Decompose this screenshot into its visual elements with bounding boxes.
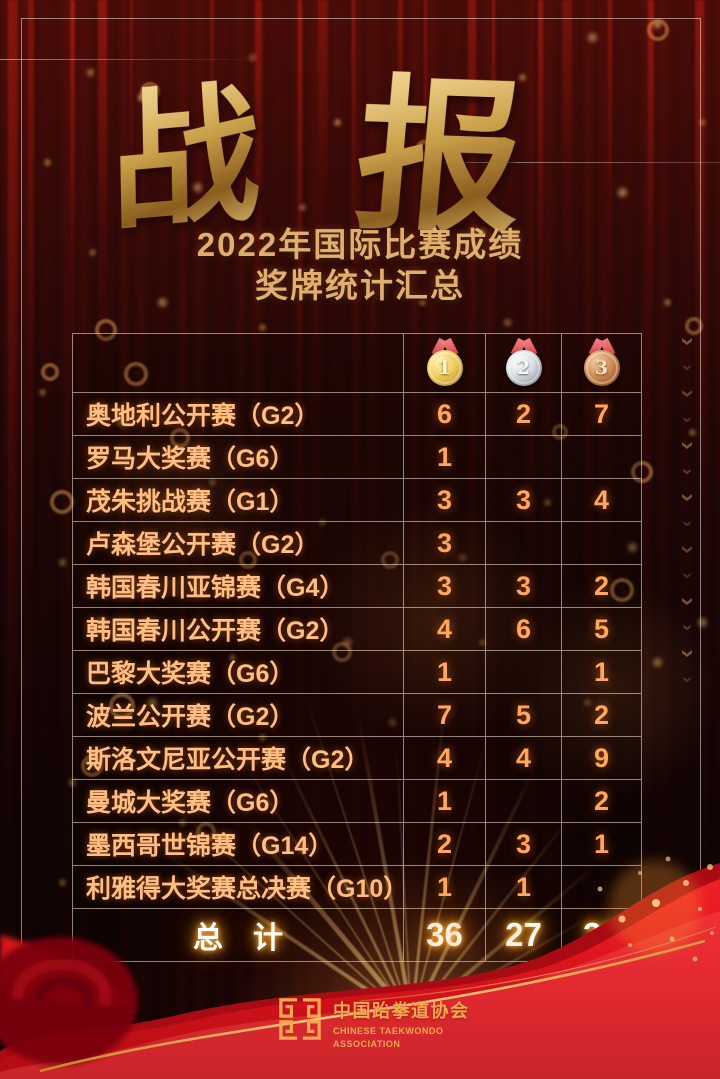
silver-count	[486, 522, 562, 565]
event-name: 曼城大奖赛（G6）	[73, 780, 404, 823]
gold-medal-icon: 1	[425, 337, 465, 388]
event-name: 茂朱挑战赛（G1）	[73, 479, 404, 522]
bronze-count: 9	[562, 737, 642, 780]
medal-rank: 3	[585, 352, 618, 384]
light-glint	[410, 162, 720, 163]
silver-medal-icon: 2	[504, 337, 544, 388]
medal-rank: 2	[507, 352, 540, 384]
gold-count: 6	[404, 393, 486, 436]
red-silk-ribbon	[0, 856, 720, 1079]
silver-count: 4	[486, 737, 562, 780]
sparkle-chevron-column	[682, 338, 692, 702]
gold-count: 3	[404, 479, 486, 522]
event-name: 韩国春川亚锦赛（G4）	[73, 565, 404, 608]
silver-count	[486, 436, 562, 479]
silver-count	[486, 780, 562, 823]
silver-count: 3	[486, 565, 562, 608]
bronze-count: 4	[562, 479, 642, 522]
bronze-count: 1	[562, 651, 642, 694]
event-name: 韩国春川公开赛（G2）	[73, 608, 404, 651]
light-glint	[0, 59, 260, 60]
event-name: 斯洛文尼亚公开赛（G2）	[73, 737, 404, 780]
poster-subtitle: 2022年国际比赛成绩 奖牌统计汇总	[0, 224, 720, 306]
gold-count: 4	[404, 737, 486, 780]
header-gold-cell: 1	[404, 334, 486, 393]
gold-count: 7	[404, 694, 486, 737]
event-name: 波兰公开赛（G2）	[73, 694, 404, 737]
logo-text-block: 中国跆拳道协会 CHINESE TAEKWONDO ASSOCIATION	[333, 997, 470, 1049]
event-name: 奥地利公开赛（G2）	[73, 393, 404, 436]
org-name-en-line2: ASSOCIATION	[333, 1039, 401, 1049]
thin-frame-border	[21, 18, 701, 1079]
gold-count: 1	[404, 780, 486, 823]
medal-rank: 1	[428, 352, 461, 384]
header-bronze-cell: 3	[562, 334, 642, 393]
header-name-cell	[73, 334, 404, 393]
bronze-count	[562, 522, 642, 565]
association-logo: 中国跆拳道协会 CHINESE TAEKWONDO ASSOCIATION	[278, 997, 470, 1049]
silver-count: 3	[486, 479, 562, 522]
org-name-cn: 中国跆拳道协会	[333, 1001, 470, 1021]
bronze-count: 7	[562, 393, 642, 436]
silver-count	[486, 651, 562, 694]
gold-count: 1	[404, 436, 486, 479]
bronze-count: 1	[562, 823, 642, 866]
silver-count: 5	[486, 694, 562, 737]
gold-count: 4	[404, 608, 486, 651]
event-name: 巴黎大奖赛（G6）	[73, 651, 404, 694]
bronze-medal-icon: 3	[582, 337, 622, 388]
gold-count: 1	[404, 651, 486, 694]
bronze-count	[562, 436, 642, 479]
silver-count: 2	[486, 393, 562, 436]
subtitle-line-2: 奖牌统计汇总	[255, 267, 465, 304]
bronze-count: 2	[562, 565, 642, 608]
gold-count: 3	[404, 522, 486, 565]
org-name-en-line1: CHINESE TAEKWONDO	[333, 1026, 444, 1036]
bronze-count: 2	[562, 694, 642, 737]
subtitle-line-1: 2022年国际比赛成绩	[196, 226, 524, 263]
header-silver-cell: 2	[486, 334, 562, 393]
event-name: 卢森堡公开赛（G2）	[73, 522, 404, 565]
cta-logo-seal	[279, 998, 321, 1040]
bronze-count: 5	[562, 608, 642, 651]
silver-count: 6	[486, 608, 562, 651]
bronze-count: 2	[562, 780, 642, 823]
gold-count: 3	[404, 565, 486, 608]
event-name: 罗马大奖赛（G6）	[73, 436, 404, 479]
